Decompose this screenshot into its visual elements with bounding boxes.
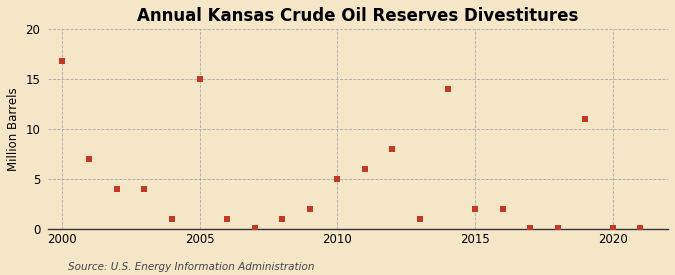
Y-axis label: Million Barrels: Million Barrels [7,87,20,171]
Point [277,217,288,221]
Point [249,226,260,230]
Point [470,207,481,211]
Point [360,167,371,171]
Point [221,217,232,221]
Point [111,187,122,191]
Point [84,157,95,161]
Point [608,226,618,230]
Point [414,217,425,221]
Text: Source: U.S. Energy Information Administration: Source: U.S. Energy Information Administ… [68,262,314,272]
Point [167,217,178,221]
Point [194,77,205,81]
Point [525,226,536,230]
Point [387,147,398,151]
Point [332,177,343,181]
Point [497,207,508,211]
Point [580,117,591,121]
Point [304,207,315,211]
Point [57,59,68,64]
Title: Annual Kansas Crude Oil Reserves Divestitures: Annual Kansas Crude Oil Reserves Divesti… [137,7,578,25]
Point [552,226,563,230]
Point [139,187,150,191]
Point [442,87,453,91]
Point [635,226,646,230]
